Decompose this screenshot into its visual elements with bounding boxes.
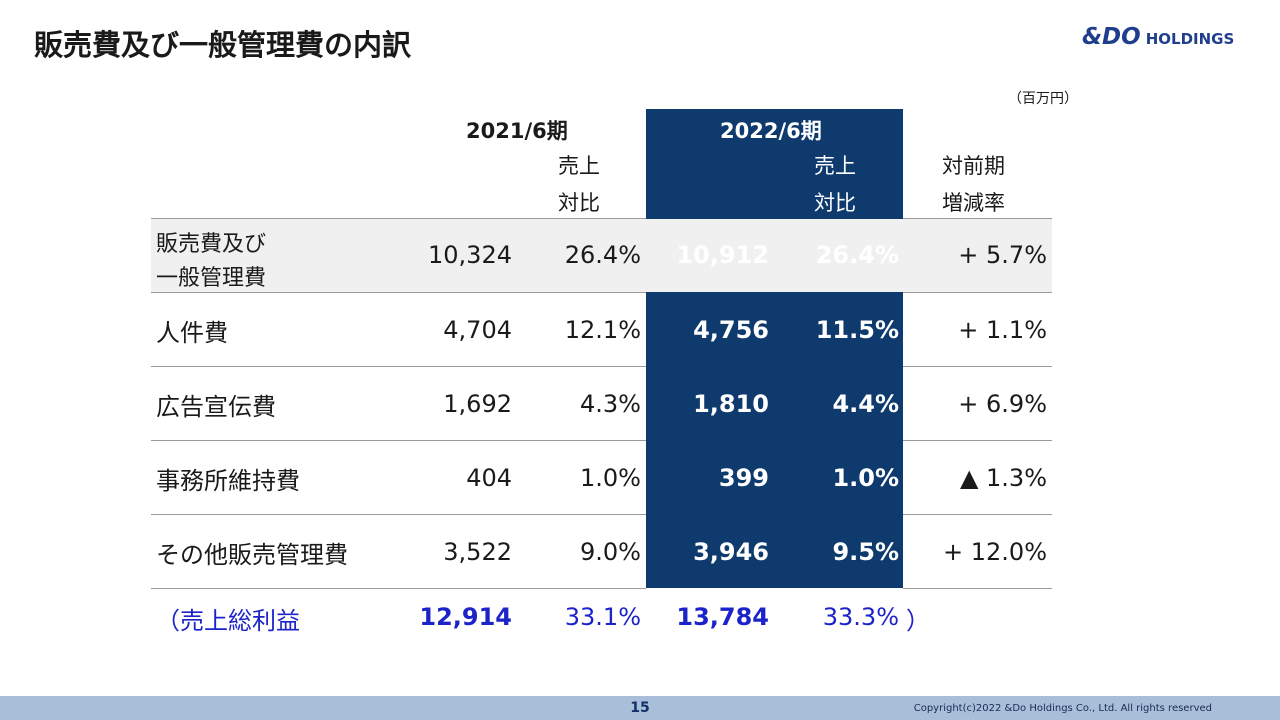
rule-row5-right [903, 588, 1052, 589]
change-rate: + 12.0% [943, 538, 1047, 566]
change-rate: + 1.1% [958, 316, 1047, 344]
header-period-2021: 2021/6期 [466, 119, 568, 143]
value-2022: 1,810 [693, 390, 769, 418]
rule-row4-right [903, 514, 1052, 515]
value-2021: 1,692 [443, 390, 512, 418]
gross-profit-label: （売上総利益 [156, 607, 300, 635]
row-label-line1: 販売費及び [156, 232, 267, 257]
rule-header-right [903, 218, 1052, 219]
ratio-2021: 9.0% [580, 538, 641, 566]
highlight-column-2022 [646, 109, 903, 588]
ratio-2022: 26.4% [815, 241, 899, 269]
page-number: 15 [630, 700, 650, 716]
gross-profit-2022: 13,784 [676, 603, 769, 631]
row-label: 広告宣伝費 [156, 393, 276, 421]
logo-mark: &DO [1082, 24, 1141, 50]
row-label: 事務所維持費 [156, 467, 300, 495]
ratio-2021: 1.0% [580, 464, 641, 492]
ratio-2021: 4.3% [580, 390, 641, 418]
ratio-2021: 12.1% [564, 316, 641, 344]
header-ratio-2022-line2: 対比 [814, 191, 856, 215]
header-ratio-2022-line1: 売上 [814, 154, 856, 178]
value-2022: 3,946 [693, 538, 769, 566]
row-label-line2: 一般管理費 [156, 266, 267, 291]
rule-row4 [151, 514, 646, 515]
value-2021: 10,324 [428, 241, 512, 269]
rule-row1-right [903, 292, 1052, 293]
header-change-line1: 対前期 [942, 154, 1005, 178]
rule-row2 [151, 366, 646, 367]
ratio-2022: 4.4% [832, 390, 899, 418]
gross-profit-ratio-2022: 33.3% [822, 603, 899, 631]
rule-row1 [151, 292, 646, 293]
header-ratio-2021-line2: 対比 [558, 191, 600, 215]
value-2021: 3,522 [443, 538, 512, 566]
page-title: 販売費及び一般管理費の内訳 [34, 28, 412, 62]
ratio-2021: 26.4% [564, 241, 641, 269]
value-2022: 4,756 [693, 316, 769, 344]
ratio-2022: 1.0% [832, 464, 899, 492]
ratio-2022: 11.5% [815, 316, 899, 344]
company-logo: &DO HOLDINGS [1082, 24, 1234, 50]
gross-profit-ratio-2021: 33.1% [564, 603, 641, 631]
rule-row2-right [903, 366, 1052, 367]
gross-profit-2021: 12,914 [419, 603, 512, 631]
copyright-text: Copyright(c)2022 &Do Holdings Co., Ltd. … [913, 703, 1212, 714]
header-change-line2: 増減率 [942, 191, 1005, 215]
header-ratio-2021-line1: 売上 [558, 154, 600, 178]
row-label: その他販売管理費 [156, 541, 348, 569]
rule-row3-right [903, 440, 1052, 441]
unit-label: （百万円） [1008, 91, 1078, 107]
rule-header [151, 218, 646, 219]
value-2021: 4,704 [443, 316, 512, 344]
value-2022: 399 [718, 464, 769, 492]
value-2021: 404 [466, 464, 512, 492]
logo-text: HOLDINGS [1145, 30, 1235, 48]
row-label: 人件費 [156, 319, 228, 347]
closing-paren: ） [906, 607, 930, 635]
rule-row5 [151, 588, 646, 589]
footer-bar [0, 696, 1280, 720]
change-rate: + 6.9% [958, 390, 1047, 418]
change-rate: + 5.7% [958, 241, 1047, 269]
rule-row3 [151, 440, 646, 441]
ratio-2022: 9.5% [832, 538, 899, 566]
change-rate: ▲ 1.3% [959, 464, 1047, 492]
value-2022: 10,912 [676, 241, 769, 269]
header-period-2022: 2022/6期 [720, 119, 822, 143]
total-row-background [151, 219, 1052, 292]
